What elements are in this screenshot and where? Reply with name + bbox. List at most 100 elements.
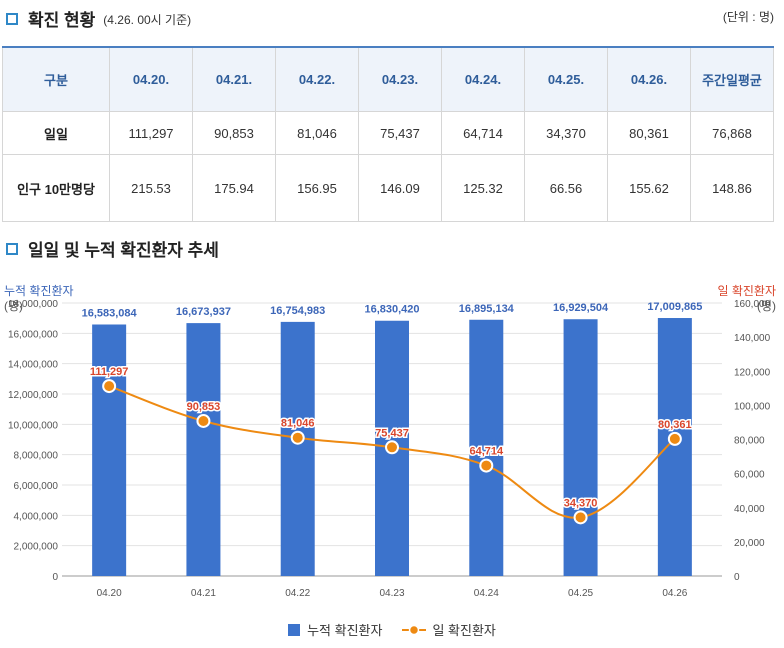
legend-item-cumulative: 누적 확진환자	[288, 620, 382, 639]
table-header-cell: 04.23.	[358, 46, 442, 112]
y-left-tick-label: 18,000,000	[8, 299, 58, 310]
bar	[657, 318, 692, 576]
y-left-tick-label: 12,000,000	[8, 390, 58, 401]
y-right-axis-unit: (명)	[757, 299, 776, 313]
line-data-label: 81,046	[281, 418, 315, 430]
legend-label: 누적 확진환자	[307, 623, 383, 638]
y-left-tick-label: 8,000,000	[14, 451, 59, 462]
table-cell: 148.86	[690, 154, 774, 222]
section-title: 일일 및 누적 확진환자 추세	[28, 241, 219, 260]
legend-bar-swatch	[288, 623, 301, 636]
section-header-status: 확진 현황 (4.26. 00시 기준)	[6, 6, 191, 31]
table-cell: 76,868	[690, 111, 774, 155]
table-cell: 125.32	[441, 154, 525, 222]
x-tick-label: 04.25	[568, 588, 593, 599]
y-left-axis-title: 누적 확진환자	[4, 284, 74, 298]
table-header-cell: 04.20.	[109, 46, 193, 112]
table-cell: 155.62	[607, 154, 691, 222]
line-point	[196, 413, 211, 428]
table-cell: 215.53	[109, 154, 193, 222]
y-right-tick-label: 20,000	[734, 538, 765, 549]
table-cell: 90,853	[192, 111, 276, 155]
y-right-tick-label: 40,000	[734, 504, 765, 515]
y-right-tick-label: 60,000	[734, 470, 765, 481]
x-tick-label: 04.26	[662, 588, 687, 599]
y-right-tick-label: 0	[734, 572, 740, 583]
line-data-label: 90,853	[187, 401, 221, 413]
section-title: 확진 현황	[28, 11, 96, 30]
line-data-label: 80,361	[658, 419, 692, 431]
bar	[563, 319, 598, 576]
bar	[186, 323, 221, 576]
y-left-tick-label: 0	[52, 572, 58, 583]
table-cell: 156.95	[275, 154, 359, 222]
y-left-tick-label: 14,000,000	[8, 360, 58, 371]
table-header-cell: 04.25.	[524, 46, 608, 112]
x-tick-label: 04.21	[191, 588, 216, 599]
x-tick-label: 04.22	[285, 588, 310, 599]
line-data-label: 111,297	[90, 366, 129, 378]
line-point	[290, 430, 305, 445]
y-left-tick-label: 2,000,000	[14, 542, 59, 553]
legend-item-daily: 일 확진환자	[402, 620, 496, 639]
unit-label: (단위 : 명)	[722, 10, 774, 24]
bar	[92, 324, 127, 576]
legend-label: 일 확진환자	[432, 623, 496, 638]
x-tick-label: 04.23	[379, 588, 404, 599]
y-left-tick-label: 16,000,000	[8, 329, 58, 340]
table-row: 일일 111,297 90,853 81,046 75,437 64,714 3…	[2, 111, 774, 155]
bar-data-label: 16,673,937	[176, 306, 231, 318]
bar	[469, 319, 504, 576]
table-header-cell: 구분	[2, 46, 110, 112]
table-row: 인구 10만명당 215.53 175.94 156.95 146.09 125…	[2, 154, 774, 222]
table-header-row: 구분 04.20. 04.21. 04.22. 04.23. 04.24. 04…	[2, 46, 774, 112]
legend-line-swatch	[402, 624, 427, 635]
x-tick-label: 04.20	[97, 588, 122, 599]
stats-table: 구분 04.20. 04.21. 04.22. 04.23. 04.24. 04…	[2, 46, 774, 222]
y-right-axis-title: 일 확진환자	[717, 284, 776, 298]
line-data-label: 75,437	[375, 427, 409, 439]
y-right-tick-label: 160,000	[734, 299, 771, 310]
y-right-tick-label: 120,000	[734, 367, 771, 378]
bar-data-label: 17,009,865	[647, 301, 702, 313]
y-left-axis-unit: (명)	[4, 299, 23, 313]
row-header: 인구 10만명당	[2, 154, 110, 222]
line-point	[573, 510, 588, 525]
y-left-tick-label: 4,000,000	[14, 511, 59, 522]
y-right-tick-label: 100,000	[734, 401, 771, 412]
bar-data-label: 16,830,420	[364, 304, 419, 316]
table-cell: 34,370	[524, 111, 608, 155]
section-header-trend: 일일 및 누적 확진환자 추세	[6, 236, 219, 261]
row-header: 일일	[2, 111, 110, 155]
line-point	[479, 458, 494, 473]
bar	[280, 321, 315, 576]
table-cell: 64,714	[441, 111, 525, 155]
y-right-tick-label: 140,000	[734, 333, 771, 344]
bar-data-label: 16,895,134	[459, 303, 515, 315]
table-header-cell: 04.21.	[192, 46, 276, 112]
bar-data-label: 16,583,084	[82, 307, 138, 319]
square-bullet-icon	[6, 242, 18, 255]
y-left-tick-label: 6,000,000	[14, 481, 59, 492]
table-cell: 75,437	[358, 111, 442, 155]
line-point	[102, 379, 117, 394]
line-point	[667, 431, 682, 446]
line-data-label: 64,714	[469, 446, 504, 458]
table-cell: 175.94	[192, 154, 276, 222]
table-header-cell: 04.26.	[607, 46, 691, 112]
chart-legend: 누적 확진환자 일 확진환자	[0, 620, 784, 639]
table-header-cell: 04.24.	[441, 46, 525, 112]
line-point	[385, 440, 399, 455]
square-bullet-icon	[6, 12, 18, 25]
table-cell: 80,361	[607, 111, 691, 155]
section-subtitle: (4.26. 00시 기준)	[103, 13, 192, 27]
bar-data-label: 16,929,504	[553, 302, 609, 314]
table-cell: 66.56	[524, 154, 608, 222]
y-left-tick-label: 10,000,000	[8, 420, 58, 431]
x-tick-label: 04.24	[474, 588, 499, 599]
line-data-label: 34,370	[564, 497, 598, 509]
bar-data-label: 16,754,983	[270, 305, 325, 317]
y-right-tick-label: 80,000	[734, 436, 765, 447]
table-cell: 146.09	[358, 154, 442, 222]
